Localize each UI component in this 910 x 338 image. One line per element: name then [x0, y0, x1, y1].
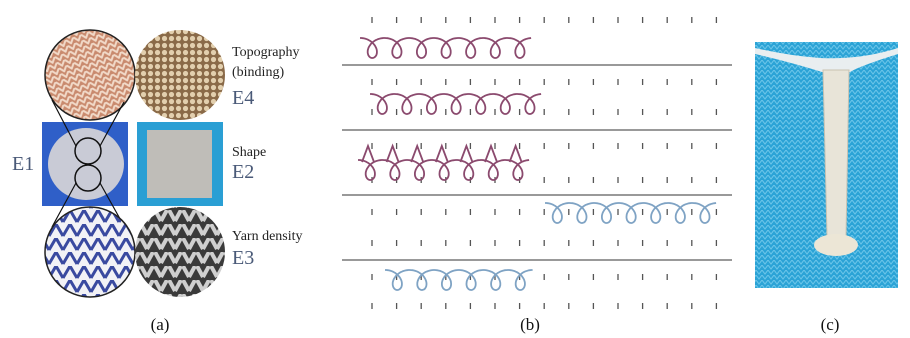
yarn: [360, 38, 531, 58]
yarn: [545, 203, 716, 223]
yarn: [370, 94, 541, 114]
code: E3: [232, 247, 254, 269]
density-zoom: [45, 207, 135, 297]
label: (binding): [232, 65, 284, 80]
panel-c: (c): [755, 42, 898, 334]
caption: (c): [821, 315, 840, 334]
caption: (a): [151, 315, 170, 334]
binding-zoom: [135, 30, 225, 120]
stripe: [823, 70, 849, 236]
yarn: [358, 160, 529, 180]
code: E1: [12, 153, 34, 175]
label: Topography: [232, 45, 299, 60]
panel-a: Topography (binding) E4 E1 Shape E2 Yarn…: [12, 30, 303, 334]
yarn: [385, 270, 533, 290]
code: E2: [232, 161, 254, 183]
caption: (b): [520, 315, 540, 334]
panel-b: (b): [342, 17, 732, 334]
label: Shape: [232, 145, 266, 160]
sample-e2-patch: [147, 130, 212, 198]
density-zoom: [135, 207, 225, 297]
blob: [814, 234, 858, 256]
label: Yarn density: [232, 229, 303, 244]
figure: Topography (binding) E4 E1 Shape E2 Yarn…: [0, 0, 910, 338]
code: E4: [232, 87, 254, 109]
